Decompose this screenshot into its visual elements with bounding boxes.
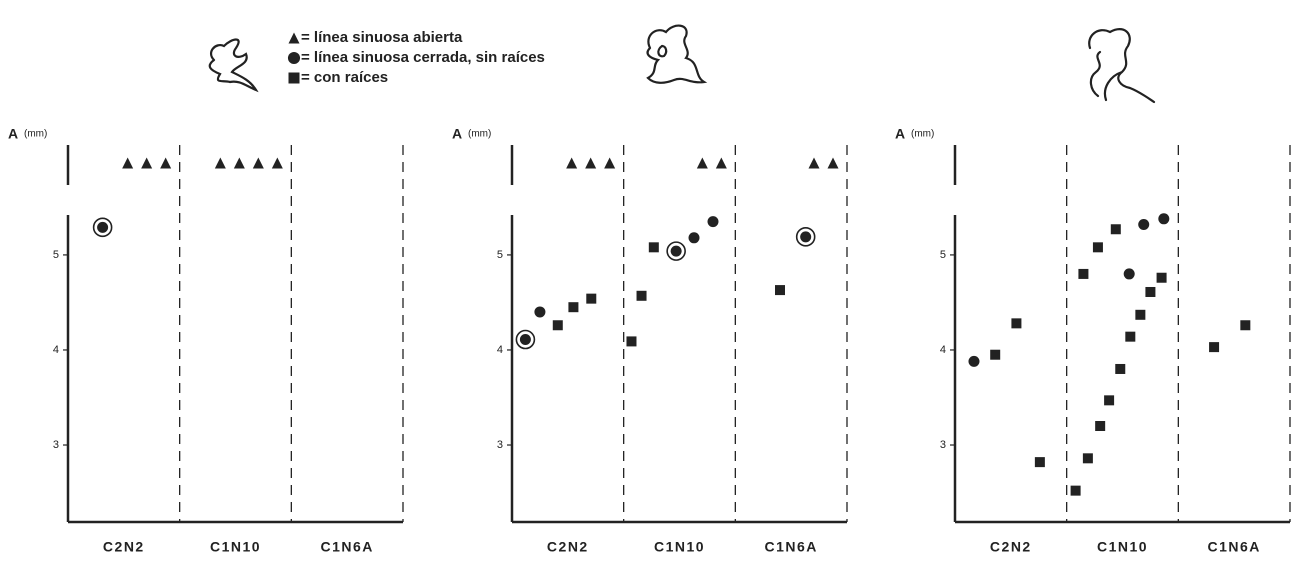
open-marker [716, 158, 727, 169]
point [534, 306, 545, 317]
point [568, 302, 578, 312]
y-axis-label: A [895, 126, 905, 142]
y-tick-label: 4 [940, 344, 946, 356]
point [626, 336, 636, 346]
y-axis-unit: (mm) [468, 129, 491, 140]
point [990, 350, 1000, 360]
open-marker [697, 158, 708, 169]
point [775, 285, 785, 295]
point [1115, 364, 1125, 374]
point [1125, 332, 1135, 342]
legend-label: = con raíces [301, 69, 388, 86]
point [1078, 269, 1088, 279]
outline-icon-closed [648, 26, 704, 83]
outline-icon-open [210, 40, 256, 91]
point [1071, 486, 1081, 496]
open-marker [809, 158, 820, 169]
x-tick-label: C1N10 [1097, 539, 1148, 555]
point [1158, 213, 1169, 224]
point [671, 246, 682, 257]
outline-icon-rooted [1089, 29, 1154, 102]
point [1083, 453, 1093, 463]
y-axis-unit: (mm) [911, 129, 934, 140]
open-marker [141, 158, 152, 169]
point [1145, 287, 1155, 297]
y-tick-label: 4 [497, 344, 503, 356]
point [1104, 395, 1114, 405]
point [800, 231, 811, 242]
point [1209, 342, 1219, 352]
point [649, 242, 659, 252]
point [1138, 219, 1149, 230]
open-marker [253, 158, 264, 169]
point [968, 356, 979, 367]
point [1011, 318, 1021, 328]
y-tick-label: 3 [53, 439, 59, 451]
legend-symbol [289, 73, 300, 84]
point [97, 222, 108, 233]
point [708, 216, 719, 227]
y-tick-label: 5 [940, 249, 946, 261]
point [1135, 310, 1145, 320]
y-axis-unit: (mm) [24, 129, 47, 140]
figure: = línea sinuosa abierta = línea sinuosa c… [0, 0, 1296, 557]
x-tick-label: C1N6A [320, 539, 373, 555]
open-marker [122, 158, 133, 169]
x-tick-label: C1N10 [210, 539, 261, 555]
y-tick-label: 5 [53, 249, 59, 261]
y-tick-label: 4 [53, 344, 59, 356]
point [553, 320, 563, 330]
y-axis-label: A [452, 126, 462, 142]
point [586, 294, 596, 304]
point [1093, 242, 1103, 252]
point [1035, 457, 1045, 467]
y-tick-label: 5 [497, 249, 503, 261]
x-tick-label: C2N2 [547, 539, 589, 555]
y-tick-label: 3 [940, 439, 946, 451]
open-marker [215, 158, 226, 169]
point [637, 291, 647, 301]
legend-symbol [288, 52, 300, 64]
open-marker [566, 158, 577, 169]
point [1157, 273, 1167, 283]
point [1240, 320, 1250, 330]
legend-label: = línea sinuosa cerrada, sin raíces [301, 49, 545, 66]
legend-label: = línea sinuosa abierta [301, 29, 463, 46]
y-axis-label: A [8, 126, 18, 142]
point [1124, 268, 1135, 279]
point [1111, 224, 1121, 234]
legend-symbol [289, 33, 300, 44]
page: = línea sinuosa abierta = línea sinuosa c… [0, 0, 1296, 562]
x-tick-label: C2N2 [990, 539, 1032, 555]
point [520, 334, 531, 345]
open-marker [234, 158, 245, 169]
open-marker [828, 158, 839, 169]
point [1095, 421, 1105, 431]
open-marker [272, 158, 283, 169]
x-tick-label: C1N6A [1207, 539, 1260, 555]
open-marker [585, 158, 596, 169]
open-marker [604, 158, 615, 169]
x-tick-label: C2N2 [103, 539, 145, 555]
open-marker [160, 158, 171, 169]
y-tick-label: 3 [497, 439, 503, 451]
x-tick-label: C1N10 [654, 539, 705, 555]
x-tick-label: C1N6A [764, 539, 817, 555]
point [689, 232, 700, 243]
